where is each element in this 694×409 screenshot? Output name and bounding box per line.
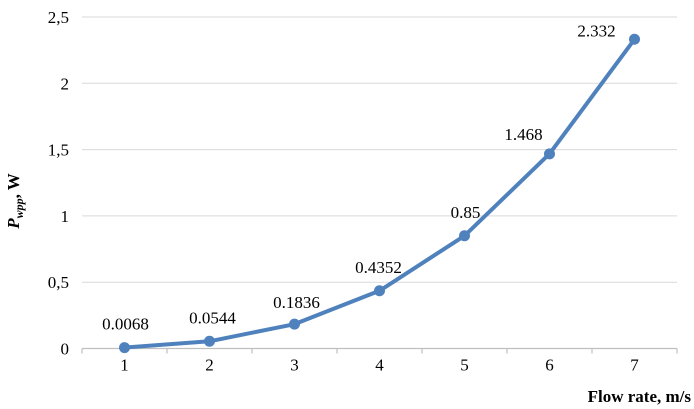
y-tick-label: 2: [61, 74, 70, 93]
series-line: [122, 37, 637, 350]
y-tick-label: 0: [61, 340, 70, 359]
gridlines-layer: [82, 16, 677, 283]
data-point-marker: [459, 230, 470, 242]
data-labels-layer: 0.0068 0.0544 0.1836 0.4352 0.85 1.468 2.332: [102, 21, 616, 333]
y-axis-title-subscript: wpp: [12, 198, 26, 218]
data-point-marker: [544, 148, 555, 160]
data-point-marker: [119, 342, 130, 354]
y-tick-label: 0,5: [48, 273, 69, 292]
data-point-marker: [374, 285, 385, 297]
axes-layer: 0 0,5 1 1,5 2 2,5 1 2 3 4 5 6 7: [48, 8, 678, 375]
x-tick-label: 3: [290, 356, 299, 375]
data-point-marker: [289, 318, 300, 330]
data-point-label: 0.0544: [189, 308, 236, 327]
data-point-label: 0.4352: [355, 258, 402, 277]
data-point-label: 0.1836: [273, 293, 320, 312]
x-tick-label: 7: [630, 356, 639, 375]
data-point-label: 0.0068: [102, 315, 149, 334]
y-tick-label: 2,5: [48, 8, 69, 27]
series-layer: [119, 33, 640, 354]
y-axis-title-symbol: P: [4, 218, 23, 230]
x-axis-title: Flow rate, m/s: [588, 387, 692, 406]
x-tick-label: 1: [120, 356, 129, 375]
data-point-marker: [629, 33, 640, 45]
data-point-marker: [204, 335, 215, 347]
y-axis-title: Pwpp, W: [4, 173, 26, 230]
y-axis-title-unit: , W: [4, 173, 23, 198]
y-tick-label: 1,5: [48, 141, 69, 160]
data-point-label: 2.332: [577, 21, 615, 40]
x-tick-label: 4: [375, 356, 384, 375]
x-tick-label: 2: [205, 356, 214, 375]
data-point-label: 0.85: [451, 203, 481, 222]
x-tick-label: 5: [460, 356, 469, 375]
y-tick-label: 1: [61, 207, 70, 226]
data-point-label: 1.468: [504, 125, 542, 144]
x-tick-label: 6: [545, 356, 554, 375]
